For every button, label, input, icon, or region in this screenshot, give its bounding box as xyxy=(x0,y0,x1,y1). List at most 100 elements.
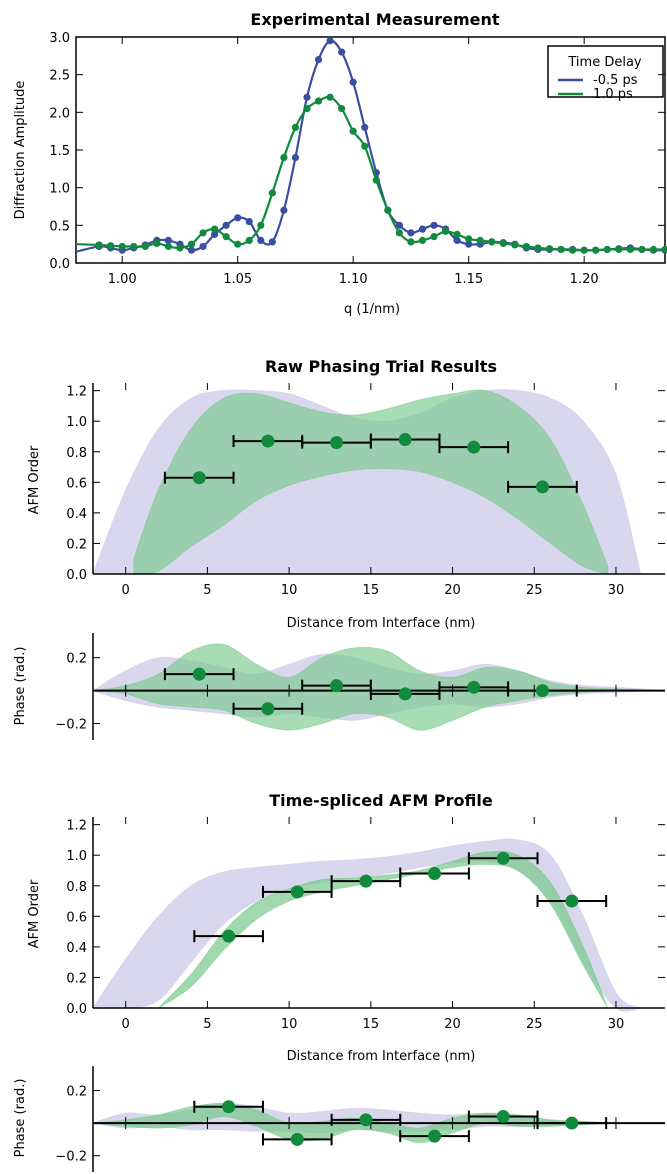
exp-series-1-point xyxy=(107,242,115,250)
exp-series-1-point xyxy=(465,235,473,243)
exp-series-1-point xyxy=(615,245,623,254)
exp-series-1-point xyxy=(338,104,346,113)
ts-ytick-label: 0.4 xyxy=(66,941,87,956)
exp-series-0-point xyxy=(338,48,346,56)
ts-ytick-label: 1.2 xyxy=(66,819,87,834)
exp-series-1-point xyxy=(153,239,161,248)
ts-marker xyxy=(496,851,510,865)
ts-ytick-label: 0.0 xyxy=(66,1002,87,1017)
ts-point-3 xyxy=(399,867,470,881)
ts-point-4 xyxy=(467,851,539,865)
raw-xtick-label: 10 xyxy=(281,583,298,598)
exp-series-0-point xyxy=(268,238,276,246)
raw-phase-point-1 xyxy=(232,702,304,716)
exp-series-1-point xyxy=(661,245,667,254)
raw-xtick-label: 20 xyxy=(444,583,461,598)
exp-series-1-point xyxy=(245,236,253,244)
raw-marker xyxy=(330,436,344,450)
ts-phase-marker xyxy=(565,1116,579,1130)
exp-series-0-point xyxy=(187,246,196,254)
exp-series-1-point xyxy=(280,153,288,162)
exp-series-0-point xyxy=(453,236,461,244)
raw-xtick-label: 0 xyxy=(122,583,130,598)
exp-ytick-label: 3.0 xyxy=(49,31,70,46)
ts-phase-marker xyxy=(222,1100,236,1114)
raw-ytick-label: 1.2 xyxy=(66,385,87,400)
exp-ticks: 1.00 1.05 1.10 1.15 1.20 0.0 0.5 1.0 1.5 2.0 2.5 3.… xyxy=(49,31,665,287)
raw-point-1 xyxy=(232,434,304,448)
legend-label-1: 1.0 ps xyxy=(593,87,633,102)
ylabel-raw-phase: Phase (rad.) xyxy=(13,647,28,726)
raw-marker xyxy=(261,434,275,448)
exp-series-1-point xyxy=(303,104,311,113)
exp-series-1-point xyxy=(384,206,392,214)
exp-series-0-point xyxy=(407,229,415,237)
exp-series-1-point xyxy=(164,242,172,251)
raw-marker xyxy=(467,440,481,454)
ts-xtick-label: 25 xyxy=(526,1017,543,1032)
exp-series-1-point xyxy=(534,244,542,252)
exp-series-1-point xyxy=(326,93,334,101)
raw-point-4 xyxy=(438,440,510,454)
exp-series-1-point xyxy=(118,242,126,251)
exp-xtick-label: 1.15 xyxy=(454,272,483,287)
exp-series-1-point xyxy=(349,127,357,135)
ts-marker xyxy=(428,867,442,881)
ts-ytick-label: 0.6 xyxy=(66,910,87,925)
xlabel-experimental: q (1/nm) xyxy=(344,302,400,317)
xlabel-time-spliced: Distance from Interface (nm) xyxy=(287,1049,476,1064)
raw-phase-ticks: −0.2 0.2 xyxy=(55,652,617,733)
exp-series-0-point xyxy=(245,217,253,226)
exp-series-1-point xyxy=(476,236,484,244)
exp-series-1-point xyxy=(649,245,658,254)
ts-xtick-label: 10 xyxy=(281,1017,298,1032)
ts-phase-marker xyxy=(496,1110,510,1124)
legend-label-0: -0.5 ps xyxy=(593,73,638,88)
raw-phase-ytick-label: −0.2 xyxy=(55,718,87,733)
exp-xtick-label: 1.05 xyxy=(223,272,252,287)
raw-phase-point-5 xyxy=(507,684,578,698)
exp-series-1-point xyxy=(141,242,149,251)
exp-series-0-point xyxy=(465,240,473,248)
ts-xtick-label: 0 xyxy=(122,1017,130,1032)
title-time-spliced: Time-spliced AFM Profile xyxy=(269,791,493,810)
exp-series-1-point xyxy=(557,245,565,254)
exp-series-0-point xyxy=(291,153,300,162)
raw-marker xyxy=(192,471,206,485)
ts-phase-point-2 xyxy=(330,1113,402,1127)
exp-series-1-point xyxy=(626,245,634,254)
ylabel-time-spliced-phase: Phase (rad.) xyxy=(13,1079,28,1158)
ts-phase-ticks: −0.2 0.2 xyxy=(55,1084,617,1165)
raw-ytick-label: 0.0 xyxy=(66,568,87,583)
exp-series-1-point xyxy=(257,221,265,229)
exp-series-0-point xyxy=(326,37,334,45)
raw-xtick-label: 15 xyxy=(363,583,380,598)
exp-series-1-point xyxy=(418,236,427,244)
exp-series-1-point xyxy=(372,176,380,184)
raw-phase-point-0 xyxy=(163,667,235,681)
raw-xtick-label: 25 xyxy=(526,583,543,598)
raw-phase-marker xyxy=(535,684,549,698)
raw-ytick-label: 0.8 xyxy=(66,446,87,461)
ts-phase-ytick-label: −0.2 xyxy=(55,1150,87,1165)
raw-phase-marker xyxy=(192,667,206,681)
exp-series-1-point xyxy=(314,97,323,105)
exp-series-1-point xyxy=(453,230,461,238)
exp-series-0-point xyxy=(430,221,438,229)
ylabel-experimental: Diffraction Amplitude xyxy=(13,81,28,220)
exp-series-0-point xyxy=(395,221,403,229)
exp-series-1-point xyxy=(430,233,438,241)
raw-band-green xyxy=(133,389,609,575)
raw-phase-marker xyxy=(398,687,412,701)
ts-point-1 xyxy=(261,885,333,899)
ts-point-5 xyxy=(536,894,608,908)
raw-phase-point-4 xyxy=(438,680,510,694)
ts-xtick-label: 5 xyxy=(203,1017,211,1032)
raw-ytick-label: 0.2 xyxy=(66,537,87,552)
exp-series-0-point xyxy=(257,236,265,244)
exp-series-0-point xyxy=(349,78,357,86)
exp-series-1-point xyxy=(187,240,196,248)
exp-ytick-label: 2.0 xyxy=(49,106,70,121)
exp-series-1-point xyxy=(488,238,496,246)
ts-band-lavender xyxy=(92,838,643,1012)
